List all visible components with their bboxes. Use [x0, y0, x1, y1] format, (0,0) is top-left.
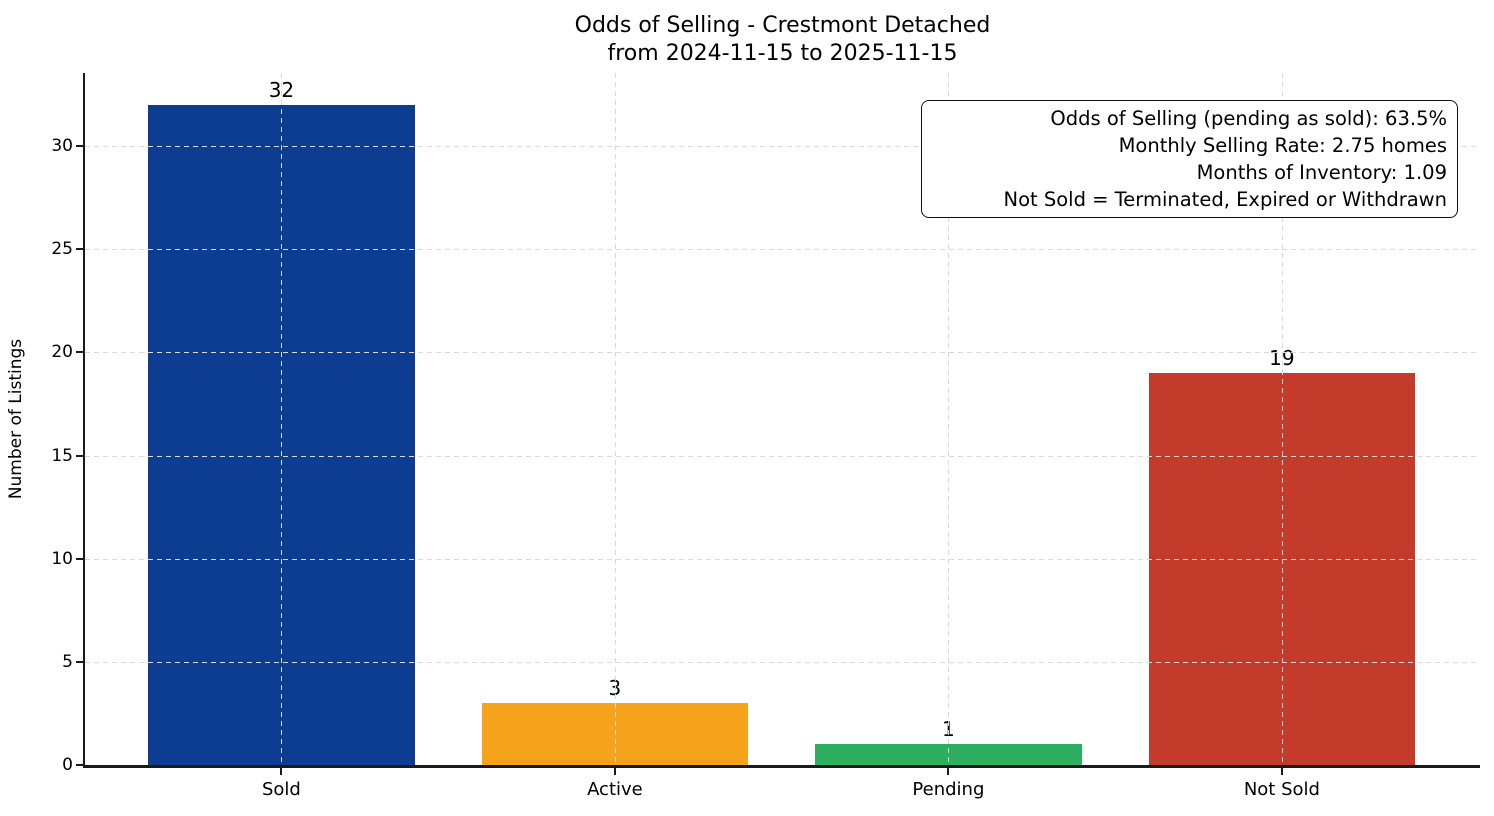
v-gridline-not-sold [1281, 73, 1283, 765]
bar-value-label-sold: 32 [268, 77, 295, 102]
y-tick-mark-y30 [76, 145, 85, 148]
h-gridline-y25 [85, 249, 1480, 251]
chart-title-line2: from 2024-11-15 to 2025-11-15 [607, 41, 958, 66]
annotation-line-2: Monthly Selling Rate: 2.75 homes [1118, 134, 1447, 157]
y-tick-label-y10: 10 [51, 548, 73, 569]
y-tick-label-y15: 15 [51, 445, 73, 466]
y-tick-label-y5: 5 [62, 651, 73, 672]
y-tick-mark-y0 [76, 764, 85, 766]
y-tick-label-y25: 25 [51, 239, 73, 260]
x-axis-spine [82, 765, 1480, 768]
h-gridline-y15 [85, 455, 1480, 457]
x-tick-label-sold: Sold [261, 779, 301, 800]
y-tick-label-y0: 0 [62, 755, 73, 775]
x-tick-label-not-sold: Not Sold [1243, 779, 1320, 800]
chart-title-line1: Odds of Selling - Crestmont Detached [574, 13, 991, 38]
y-tick-mark-y25 [76, 248, 85, 251]
y-tick-mark-y15 [76, 454, 85, 457]
h-gridline-y20 [85, 352, 1480, 354]
y-tick-mark-y20 [76, 351, 85, 354]
h-gridline-y5 [85, 661, 1480, 663]
bar-pending [815, 744, 1082, 765]
x-tick-label-pending: Pending [912, 779, 985, 800]
h-gridline-y10 [85, 558, 1480, 560]
bar-value-label-pending: 1 [888, 717, 1008, 741]
y-tick-mark-y10 [76, 557, 85, 560]
y-tick-label-y20: 20 [51, 342, 73, 363]
x-tick-mark-sold [280, 765, 283, 775]
bar-value-label-active: 3 [555, 676, 675, 700]
annotation-box: Odds of Selling (pending as sold): 63.5%… [921, 100, 1458, 218]
bar-sold [148, 104, 415, 765]
v-gridline-active [614, 73, 616, 765]
y-axis-spine [82, 73, 85, 768]
chart-title: Odds of Selling - Crestmont Detached fro… [85, 12, 1480, 68]
x-tick-mark-pending [947, 765, 950, 775]
annotation-line-1: Odds of Selling (pending as sold): 63.5% [1050, 107, 1447, 130]
y-tick-mark-y5 [76, 660, 85, 663]
y-axis-label: Number of Listings [6, 338, 26, 500]
annotation-line-3: Months of Inventory: 1.09 [1196, 161, 1447, 184]
annotation-line-4: Not Sold = Terminated, Expired or Withdr… [1003, 188, 1447, 211]
x-tick-mark-not-sold [1280, 765, 1283, 775]
bar-value-label-not-sold: 19 [1269, 346, 1295, 371]
x-tick-label-active: Active [587, 779, 643, 800]
v-gridline-sold [281, 73, 283, 765]
v-gridline-pending [948, 73, 950, 765]
y-tick-label-y30: 30 [51, 136, 73, 157]
x-tick-mark-active [613, 765, 616, 775]
h-gridline-y30 [85, 146, 1480, 148]
